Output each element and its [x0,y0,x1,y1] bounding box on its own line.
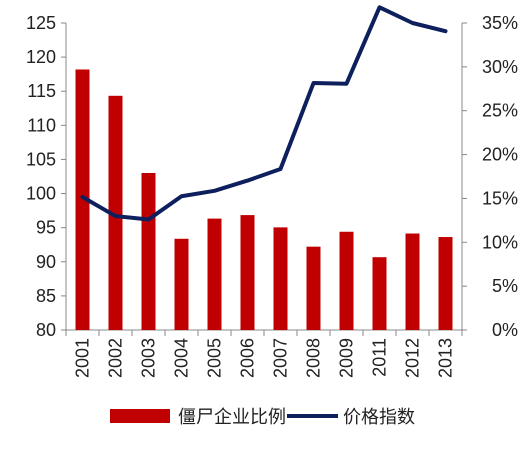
bar [405,233,420,330]
y-right-tick-label: 15% [482,188,518,208]
y-left-tick-label: 80 [36,320,56,340]
y-right-tick-label: 30% [482,57,518,77]
y-left-tick-label: 95 [36,218,56,238]
bar [75,69,90,330]
x-tick-label: 2005 [205,338,225,378]
y-left-tick-label: 85 [36,286,56,306]
bar [207,218,222,330]
y-left-tick-label: 110 [27,115,56,135]
bar [339,231,354,330]
bar [273,227,288,330]
x-tick-label: 2013 [436,338,456,378]
x-tick-label: 2001 [73,338,93,378]
y-left-tick-label: 115 [27,81,56,101]
bar [108,95,123,330]
bar [438,237,453,330]
x-tick-label: 2012 [403,338,423,378]
axes-layer [61,22,467,336]
legend: 僵尸企业比例 价格指数 [110,407,415,427]
y-right-tick-label: 35% [482,13,518,33]
x-tick-label: 2004 [172,338,192,378]
x-tick-label: 2009 [337,338,357,378]
series-line-price-index [80,5,448,222]
y-right-tick-label: 10% [482,232,518,252]
y-right-tick-label: 20% [482,145,518,165]
ticks-layer: 80 85 90 95 100 105 110 115 120 125 0% 5% 10% 15% 20% 2… [26,13,518,378]
x-tick-label: 2007 [271,338,291,378]
bars-layer [75,69,453,330]
bar [306,246,321,330]
line-layer [80,5,448,222]
y-left-tick-label: 125 [26,13,56,33]
bar [372,257,387,330]
x-tick-label: 2006 [238,338,258,378]
y-right-tick-label: 5% [492,276,518,296]
y-right-tick-label: 25% [482,101,518,121]
x-tick-label: 2003 [139,338,159,378]
legend-swatch-bar [110,409,170,423]
legend-label-line: 价格指数 [343,407,415,427]
x-tick-label: 2011 [370,338,390,377]
y-left-tick-label: 105 [26,149,56,169]
legend-label-bar: 僵尸企业比例 [178,407,286,427]
bar [141,172,156,330]
y-left-tick-label: 120 [26,47,56,67]
y-left-tick-label: 100 [26,184,56,204]
bar [174,238,189,330]
bar [240,215,255,330]
x-tick-label: 2002 [106,338,126,378]
x-tick-label: 2008 [304,338,324,378]
y-right-tick-label: 0% [492,320,518,340]
y-left-tick-label: 90 [36,252,56,272]
